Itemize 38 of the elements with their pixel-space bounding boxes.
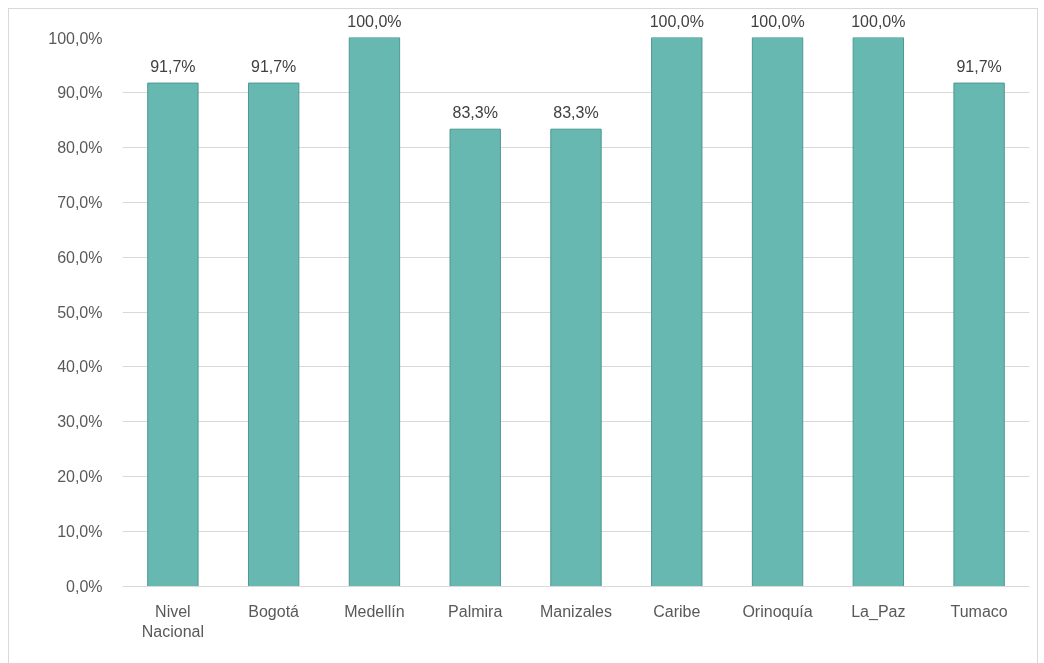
y-tick-label: 0,0% (66, 578, 103, 595)
bar (953, 82, 1005, 587)
bar (348, 37, 401, 587)
y-tick-label: 20,0% (57, 468, 103, 486)
data-label: 91,7% (150, 58, 196, 76)
data-label: 83,3% (553, 104, 599, 122)
bar (751, 37, 804, 587)
bar (852, 37, 905, 587)
x-tick-label: Manizales (539, 602, 613, 620)
bar (247, 82, 300, 587)
x-tick-label: Bogotá (248, 602, 300, 620)
y-tick-label: 100,0% (48, 29, 103, 47)
data-label: 100,0% (851, 12, 906, 30)
bar (147, 82, 199, 587)
y-tick-label: 90,0% (57, 83, 103, 101)
bar (651, 37, 703, 587)
x-tick-label: Palmira (448, 602, 503, 620)
data-label: 100,0% (750, 12, 805, 30)
data-label: 91,7% (250, 58, 297, 76)
y-tick-label: 50,0% (57, 303, 103, 321)
x-tick-label: La_Paz (851, 602, 906, 621)
data-label: 91,7% (956, 58, 1002, 76)
y-tick-label: 80,0% (57, 138, 103, 156)
x-tick-label: Orinoquía (742, 602, 813, 620)
y-tick-label: 40,0% (57, 358, 103, 376)
data-label: 100,0% (347, 12, 402, 30)
data-label: 100,0% (649, 12, 704, 30)
y-tick-label: 60,0% (57, 248, 103, 266)
x-tick-label: Caribe (653, 602, 701, 620)
y-tick-label: 70,0% (57, 193, 103, 211)
x-tick-label: Nivel Nacional (141, 602, 205, 640)
x-tick-label: Tumaco (950, 602, 1008, 620)
bar (449, 128, 501, 587)
x-tick-label: Medellín (344, 602, 405, 620)
y-tick-label: 30,0% (57, 413, 103, 431)
data-label: 83,3% (452, 104, 498, 122)
bar (550, 128, 602, 587)
y-tick-label: 10,0% (57, 523, 103, 541)
